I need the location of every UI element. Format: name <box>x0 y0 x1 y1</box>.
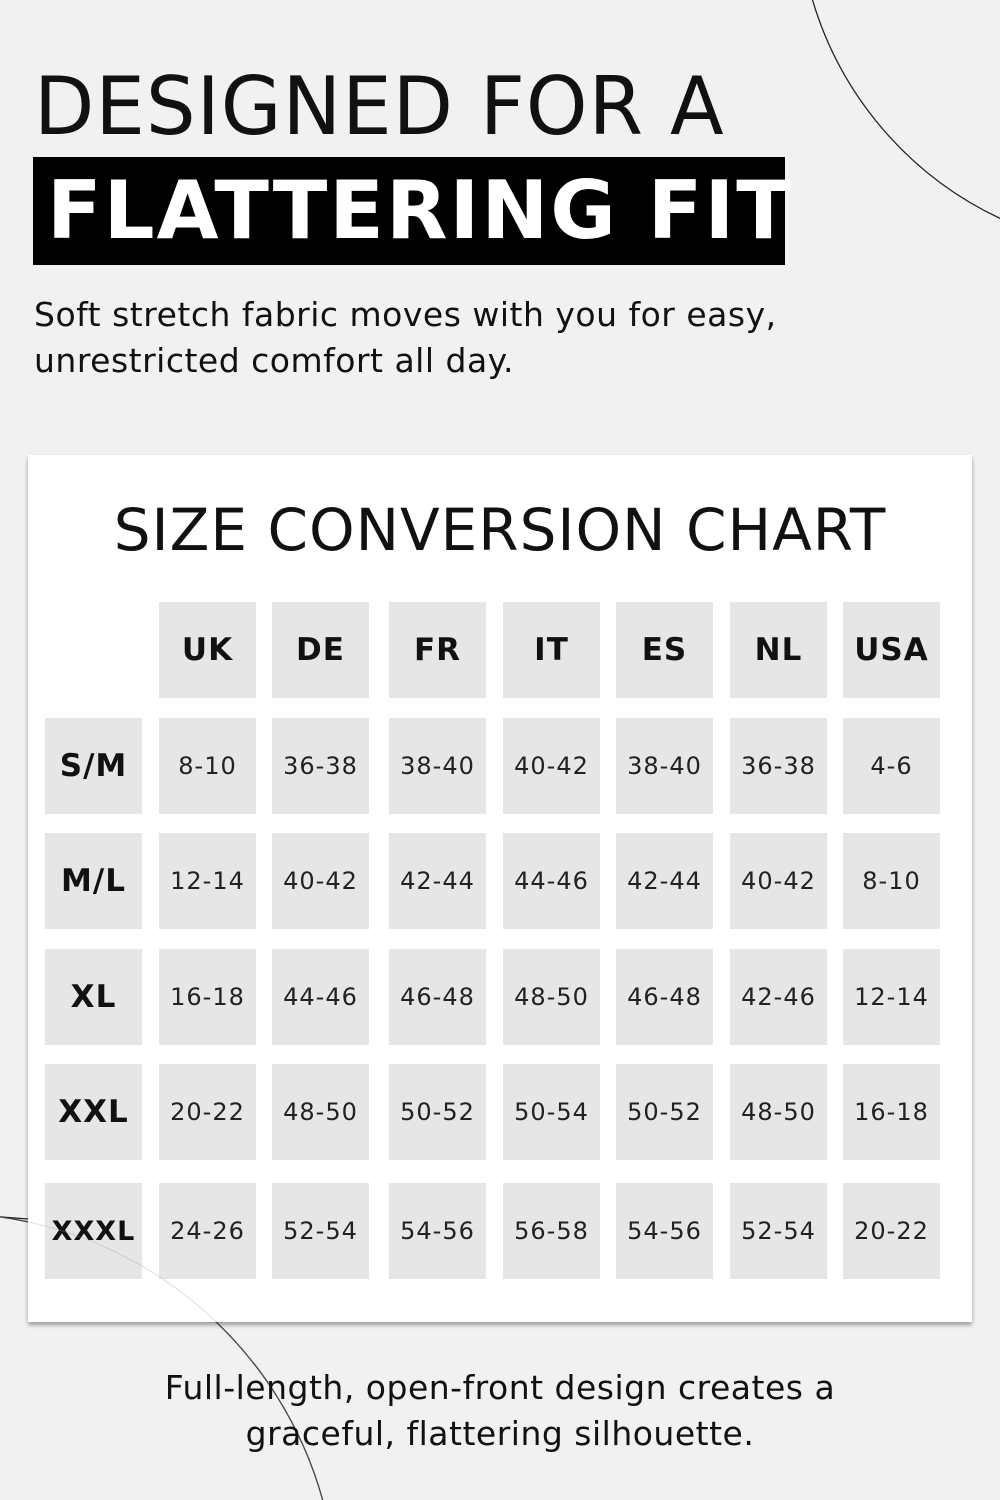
table-cell: 24-26 <box>159 1183 256 1279</box>
table-cell: 50-52 <box>389 1064 486 1160</box>
table-cell: 46-48 <box>616 949 713 1045</box>
table-cell: 52-54 <box>730 1183 827 1279</box>
banner: FLATTERING FIT <box>33 157 791 265</box>
column-header-usa: USA <box>843 602 940 698</box>
column-header-fr: FR <box>389 602 486 698</box>
table-cell: 38-40 <box>389 718 486 814</box>
row-header-size: M/L <box>45 833 142 929</box>
table-cell: 44-46 <box>503 833 600 929</box>
table-cell: 20-22 <box>843 1183 940 1279</box>
table-cell: 44-46 <box>272 949 369 1045</box>
table-cell: 16-18 <box>843 1064 940 1160</box>
row-header-size: XXXL <box>45 1183 142 1279</box>
table-cell: 54-56 <box>389 1183 486 1279</box>
table-cell: 40-42 <box>503 718 600 814</box>
table-cell: 48-50 <box>503 949 600 1045</box>
column-header-it: IT <box>503 602 600 698</box>
table-cell: 36-38 <box>272 718 369 814</box>
headline: DESIGNED FOR A <box>34 60 725 153</box>
banner-text: FLATTERING FIT <box>47 164 793 257</box>
table-cell: 8-10 <box>159 718 256 814</box>
table-cell: 12-14 <box>159 833 256 929</box>
table-cell: 46-48 <box>389 949 486 1045</box>
table-cell: 16-18 <box>159 949 256 1045</box>
table-cell: 20-22 <box>159 1064 256 1160</box>
table-cell: 50-52 <box>616 1064 713 1160</box>
table-cell: 36-38 <box>730 718 827 814</box>
table-cell: 40-42 <box>272 833 369 929</box>
top-right-arc <box>811 0 1000 219</box>
column-header-uk: UK <box>159 602 256 698</box>
table-cell: 54-56 <box>616 1183 713 1279</box>
intro-text: Soft stretch fabric moves with you for e… <box>34 295 777 380</box>
table-cell: 4-6 <box>843 718 940 814</box>
table-cell: 8-10 <box>843 833 940 929</box>
table-cell: 40-42 <box>730 833 827 929</box>
row-header-size: XL <box>45 949 142 1045</box>
table-cell: 52-54 <box>272 1183 369 1279</box>
table-cell: 38-40 <box>616 718 713 814</box>
row-header-size: S/M <box>45 718 142 814</box>
table-cell: 12-14 <box>843 949 940 1045</box>
table-cell: 50-54 <box>503 1064 600 1160</box>
table-cell: 42-44 <box>616 833 713 929</box>
size-chart-title: SIZE CONVERSION CHART <box>113 496 887 564</box>
table-cell: 56-58 <box>503 1183 600 1279</box>
column-header-es: ES <box>616 602 713 698</box>
table-cell: 42-44 <box>389 833 486 929</box>
table-cell: 48-50 <box>730 1064 827 1160</box>
outro-text: Full-length, open-front design creates a… <box>164 1368 836 1453</box>
row-header-size: XXL <box>45 1064 142 1160</box>
column-header-de: DE <box>272 602 369 698</box>
column-header-nl: NL <box>730 602 827 698</box>
table-cell: 48-50 <box>272 1064 369 1160</box>
table-cell: 42-46 <box>730 949 827 1045</box>
